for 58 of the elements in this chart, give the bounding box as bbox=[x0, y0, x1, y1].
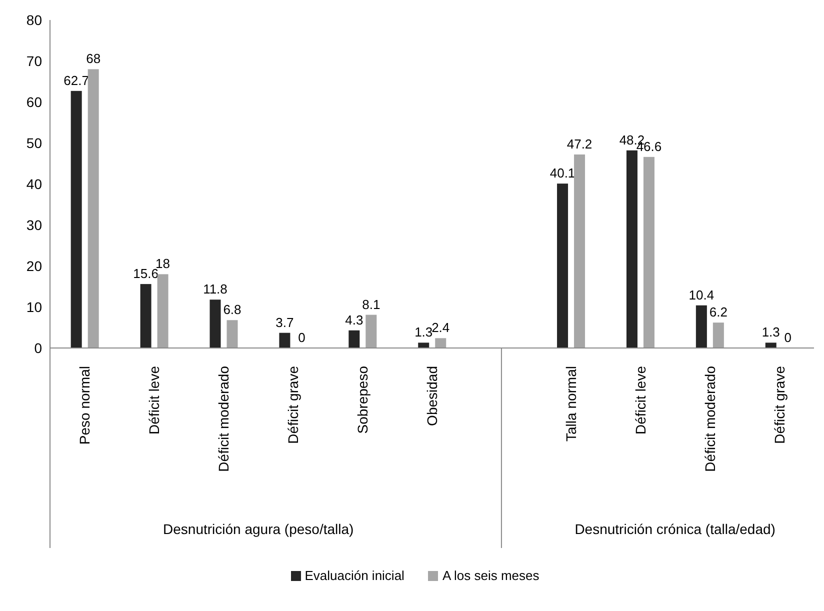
x-tick-label: Déficit moderado bbox=[216, 366, 232, 472]
bar bbox=[557, 184, 568, 348]
bar bbox=[435, 338, 446, 348]
bar bbox=[366, 314, 377, 348]
data-label: 0 bbox=[784, 330, 792, 345]
data-label: 10.4 bbox=[688, 287, 714, 302]
bar bbox=[696, 305, 707, 348]
text: Desnutrición agura (peso/talla) bbox=[162, 520, 355, 538]
x-tick-label: Déficit grave bbox=[285, 366, 302, 444]
bar bbox=[418, 342, 430, 348]
bar bbox=[88, 69, 99, 348]
bar bbox=[70, 90, 82, 348]
y-tick-label: 30 bbox=[26, 216, 42, 233]
data-label: 1.3 bbox=[762, 324, 780, 340]
x-tick-label: Obesidad bbox=[424, 366, 440, 426]
bar bbox=[712, 322, 724, 348]
legend-label: A los seis meses bbox=[441, 568, 540, 583]
data-label: 4.3 bbox=[345, 312, 364, 328]
data-label: 11.8 bbox=[203, 282, 228, 297]
bar bbox=[157, 274, 168, 348]
bar bbox=[643, 156, 654, 348]
bar bbox=[210, 300, 221, 348]
x-tick-label: Peso normal bbox=[76, 366, 93, 445]
bar bbox=[348, 330, 360, 348]
data-label: 62.7 bbox=[64, 72, 89, 88]
data-label: 0 bbox=[298, 330, 306, 345]
data-label: 2.4 bbox=[432, 320, 450, 336]
data-label: 40.1 bbox=[550, 166, 576, 181]
data-label: 1.3 bbox=[414, 324, 433, 340]
data-label: 47.2 bbox=[566, 136, 592, 152]
y-tick-label: 40 bbox=[26, 176, 42, 192]
data-label: 6.8 bbox=[223, 302, 242, 318]
y-tick-label: 10 bbox=[26, 298, 42, 315]
y-tick-label: 70 bbox=[26, 52, 42, 69]
bar bbox=[765, 342, 776, 348]
x-tick-label: Sobrepeso bbox=[354, 366, 371, 434]
bar bbox=[226, 320, 238, 348]
x-tick-label: Talla normal bbox=[562, 366, 579, 442]
data-label: 8.1 bbox=[362, 296, 380, 312]
data-label: 15.6 bbox=[133, 266, 158, 282]
x-tick-label: Déficit leve bbox=[146, 366, 162, 434]
data-label: 68 bbox=[86, 51, 101, 66]
data-label: 3.7 bbox=[276, 314, 294, 330]
y-tick-label: 80 bbox=[26, 12, 42, 28]
bar bbox=[574, 154, 586, 348]
y-tick-label: 0 bbox=[34, 340, 42, 356]
y-tick-label: 60 bbox=[26, 94, 42, 110]
x-tick-label: Déficit leve bbox=[632, 366, 648, 434]
text: Desnutrición crónica (talla/edad) bbox=[574, 520, 776, 538]
bar bbox=[279, 332, 290, 348]
x-tick-label: Déficit moderado bbox=[702, 366, 718, 472]
x-tick-label: Déficit grave bbox=[771, 366, 788, 444]
bar bbox=[140, 284, 152, 348]
y-tick-label: 20 bbox=[26, 258, 42, 274]
data-label: 6.2 bbox=[709, 304, 728, 320]
bar bbox=[626, 150, 638, 348]
legend-label: Evaluación inicial bbox=[304, 568, 404, 583]
y-tick-label: 50 bbox=[26, 134, 42, 151]
